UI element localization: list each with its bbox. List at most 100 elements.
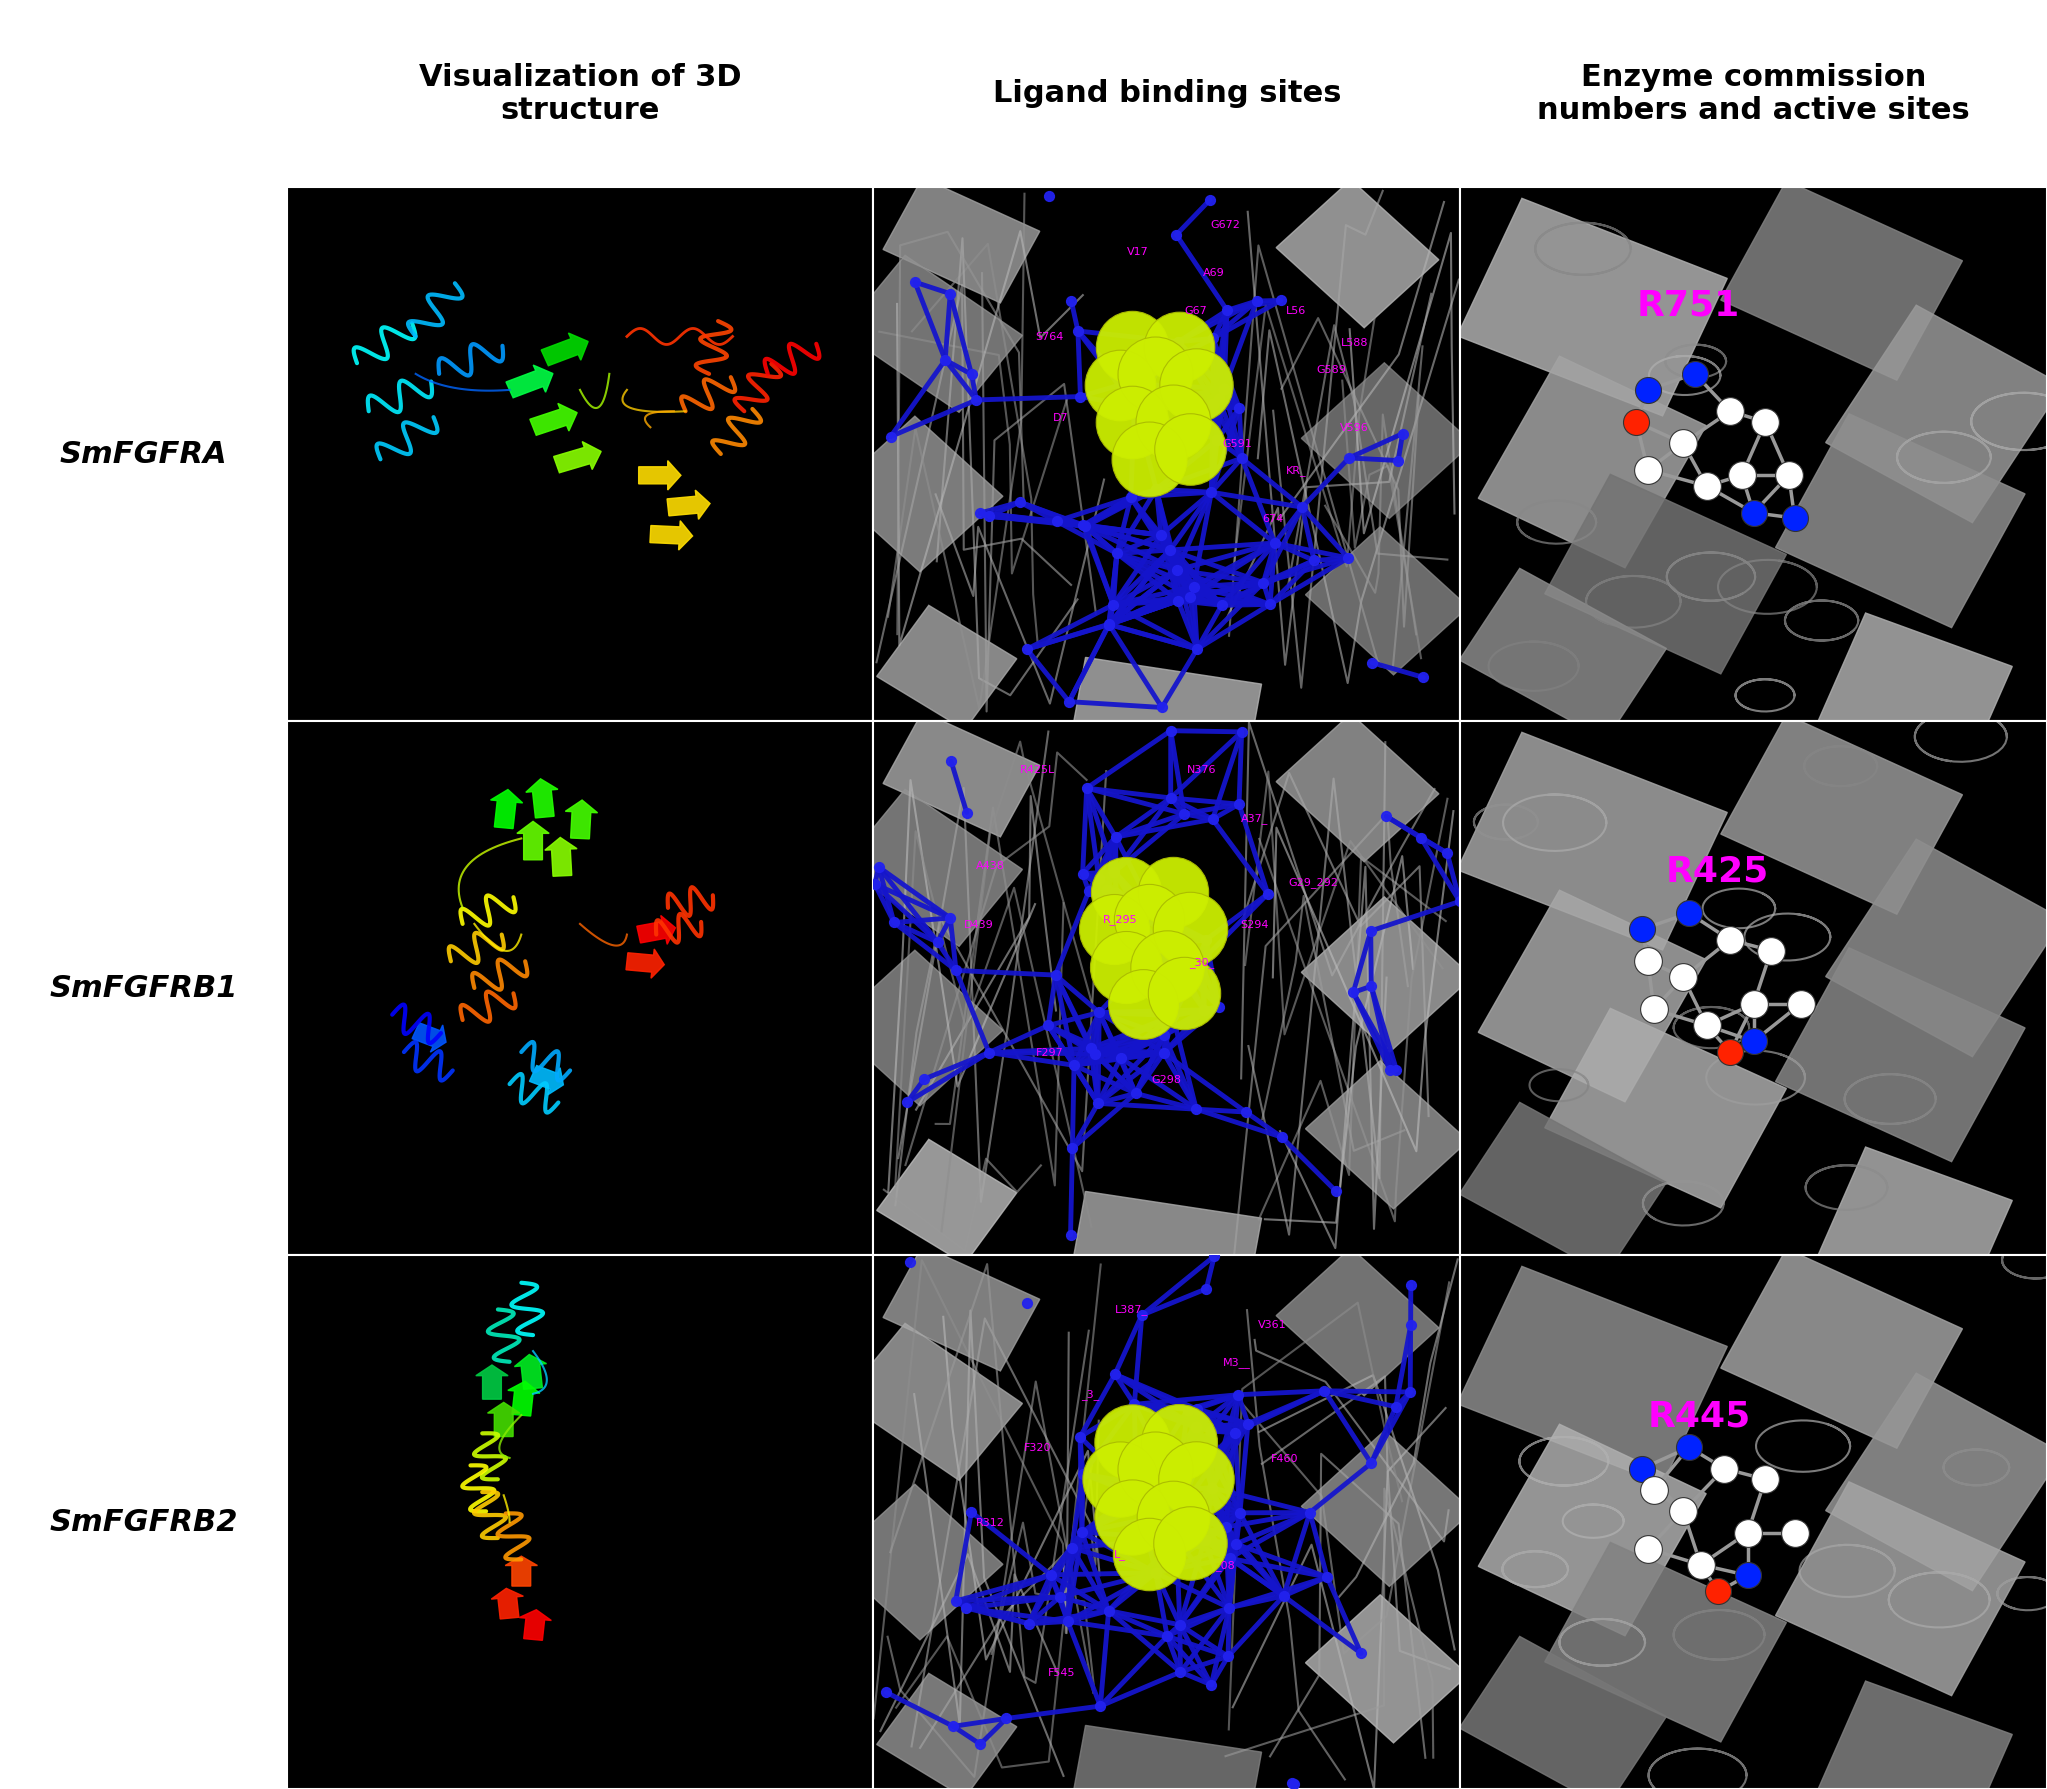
Point (1214, 1544, 1247, 1573)
Point (950, 798, 983, 827)
Point (1265, 1123, 1298, 1152)
Point (1631, 1535, 1664, 1564)
Point (1173, 435, 1206, 463)
Point (1380, 1056, 1412, 1084)
Point (874, 422, 907, 451)
FancyArrow shape (530, 1066, 563, 1095)
Polygon shape (1826, 306, 2047, 524)
Point (1707, 1454, 1740, 1483)
Polygon shape (841, 1324, 1021, 1481)
Point (1195, 479, 1228, 508)
Point (1093, 610, 1126, 639)
Point (1171, 1395, 1204, 1424)
Point (1052, 1607, 1085, 1635)
Text: D439: D439 (964, 920, 995, 928)
Polygon shape (1818, 1147, 2012, 1310)
Point (1011, 1290, 1044, 1318)
Point (1081, 1090, 1114, 1118)
Point (1197, 326, 1230, 354)
Point (1167, 800, 1200, 828)
FancyArrow shape (491, 791, 522, 828)
Point (1056, 1533, 1089, 1562)
Point (956, 1497, 989, 1526)
Polygon shape (1306, 1596, 1468, 1742)
Polygon shape (876, 1673, 1017, 1789)
Text: L588: L588 (1341, 338, 1367, 347)
Point (1163, 1610, 1195, 1639)
Point (1071, 775, 1103, 803)
Text: KR_: KR_ (1286, 465, 1306, 476)
Point (1380, 1392, 1412, 1420)
Point (1320, 1177, 1353, 1206)
Point (933, 903, 966, 932)
Point (991, 1705, 1024, 1734)
Point (1003, 488, 1036, 517)
Point (1140, 1558, 1173, 1587)
Point (1333, 444, 1365, 472)
Polygon shape (1073, 1191, 1261, 1292)
Text: SmFGFRA: SmFGFRA (59, 440, 227, 469)
Text: L56: L56 (1286, 306, 1306, 315)
Point (1265, 286, 1298, 315)
Polygon shape (831, 1485, 1003, 1641)
Point (1195, 1417, 1228, 1446)
Point (1218, 1419, 1251, 1447)
Point (1109, 954, 1142, 982)
FancyArrow shape (626, 950, 665, 979)
Point (1034, 1560, 1066, 1589)
Point (1666, 1497, 1699, 1526)
Point (1232, 1410, 1265, 1438)
FancyArrow shape (637, 916, 676, 945)
Point (1785, 989, 1818, 1018)
Point (1189, 925, 1222, 954)
Point (1369, 803, 1402, 832)
Point (1097, 590, 1130, 619)
Text: Enzyme commission
numbers and active sites: Enzyme commission numbers and active sit… (1537, 63, 1969, 125)
Point (1093, 1596, 1126, 1624)
FancyArrow shape (475, 1365, 508, 1399)
Point (1013, 1610, 1046, 1639)
Point (1126, 1301, 1159, 1329)
Point (1155, 537, 1187, 565)
Point (956, 361, 989, 390)
Point (972, 1039, 1005, 1068)
Point (1150, 1623, 1183, 1651)
Point (1197, 1242, 1230, 1270)
Polygon shape (1073, 1725, 1261, 1789)
FancyArrow shape (565, 801, 598, 839)
Polygon shape (1722, 1249, 1963, 1449)
Point (1085, 1692, 1118, 1721)
Point (878, 909, 911, 937)
Point (1128, 989, 1161, 1018)
Point (1173, 916, 1206, 945)
Polygon shape (1302, 363, 1472, 519)
Point (1064, 383, 1097, 411)
Point (1103, 1045, 1136, 1073)
Point (950, 1594, 983, 1623)
Point (1187, 1526, 1220, 1555)
Point (1073, 878, 1105, 907)
Point (1103, 1465, 1136, 1494)
FancyArrow shape (508, 1381, 540, 1417)
Point (1672, 1433, 1705, 1462)
Point (1726, 462, 1758, 490)
Polygon shape (1818, 614, 2012, 776)
Point (1163, 327, 1195, 356)
Point (1116, 1428, 1148, 1456)
Point (1202, 993, 1234, 1022)
Text: F297: F297 (1036, 1048, 1062, 1057)
Point (907, 1064, 940, 1093)
Point (1064, 1422, 1097, 1451)
Point (1169, 979, 1202, 1007)
Text: L_: L_ (1114, 1549, 1126, 1560)
Point (1779, 504, 1812, 533)
Point (1118, 1390, 1150, 1419)
FancyArrow shape (540, 335, 587, 367)
Point (1220, 1530, 1253, 1558)
Point (1056, 1134, 1089, 1163)
Polygon shape (1826, 839, 2047, 1057)
Point (1754, 937, 1787, 966)
Polygon shape (1275, 1249, 1439, 1395)
FancyArrow shape (553, 442, 602, 474)
Text: R425L: R425L (1019, 764, 1056, 775)
